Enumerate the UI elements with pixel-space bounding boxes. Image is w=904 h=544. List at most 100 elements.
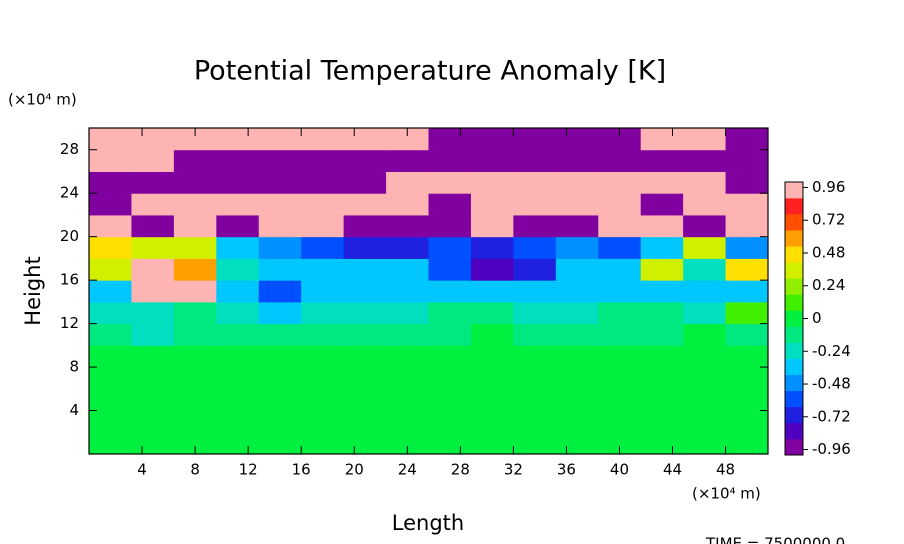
heat-cell bbox=[555, 432, 599, 455]
heat-cell bbox=[89, 214, 132, 238]
heat-cell bbox=[428, 214, 472, 238]
heat-cell bbox=[386, 345, 429, 368]
heat-cell bbox=[513, 236, 557, 259]
heat-cell bbox=[131, 193, 175, 216]
heat-cell bbox=[131, 171, 175, 194]
heat-cell bbox=[640, 193, 684, 216]
heat-cell bbox=[173, 410, 217, 433]
heat-cell bbox=[173, 280, 217, 303]
heat-cell bbox=[683, 323, 727, 346]
heat-cell bbox=[131, 410, 175, 433]
heat-cell bbox=[683, 345, 727, 368]
x-tick-label: 40 bbox=[610, 461, 629, 479]
heat-cell bbox=[683, 258, 727, 281]
heat-cell bbox=[89, 388, 132, 412]
heat-cell bbox=[131, 432, 175, 455]
heat-cell bbox=[470, 236, 514, 259]
y-tick-label: 12 bbox=[60, 314, 79, 332]
heat-cell bbox=[131, 236, 175, 259]
heat-cell bbox=[386, 128, 429, 151]
colorbar-swatch bbox=[785, 438, 803, 456]
heat-cell bbox=[598, 345, 642, 368]
colorbar-swatch bbox=[785, 310, 803, 327]
heat-cell bbox=[555, 214, 599, 238]
heat-cell bbox=[131, 128, 175, 151]
heat-cell bbox=[301, 410, 345, 433]
colorbar-tick-label: 0.24 bbox=[812, 276, 845, 294]
heat-cell bbox=[386, 149, 429, 172]
heat-cell bbox=[386, 432, 429, 455]
colorbar-swatch bbox=[785, 230, 803, 247]
heat-cell bbox=[258, 193, 302, 216]
heat-cell bbox=[216, 149, 260, 172]
y-tick-label: 16 bbox=[60, 271, 79, 289]
heat-cell bbox=[173, 149, 217, 172]
colorbar-swatch bbox=[785, 342, 803, 359]
heat-cell bbox=[343, 128, 387, 151]
heat-cell bbox=[216, 323, 260, 346]
heat-cell bbox=[216, 214, 260, 238]
heat-cell bbox=[683, 367, 727, 390]
heat-cell bbox=[258, 258, 302, 281]
heat-cell bbox=[725, 345, 769, 368]
heat-cell bbox=[343, 301, 387, 325]
heat-cell bbox=[470, 345, 514, 368]
x-tick-label: 4 bbox=[137, 461, 147, 479]
colorbar-tick-label: 0 bbox=[812, 309, 822, 327]
heat-cell bbox=[89, 367, 132, 390]
heat-cell bbox=[470, 410, 514, 433]
heat-cell bbox=[683, 128, 727, 151]
heat-cell bbox=[725, 301, 769, 325]
heat-cell bbox=[555, 236, 599, 259]
heat-cell bbox=[470, 432, 514, 455]
heat-cell bbox=[513, 367, 557, 390]
heat-cell bbox=[513, 149, 557, 172]
heat-cell bbox=[301, 388, 345, 412]
heat-cell bbox=[386, 367, 429, 390]
heat-cell bbox=[725, 323, 769, 346]
heat-cell bbox=[683, 410, 727, 433]
heat-cell bbox=[428, 280, 472, 303]
heat-cell bbox=[683, 432, 727, 455]
colorbar-tick-label: 0.96 bbox=[812, 178, 845, 196]
plot-frame bbox=[88, 127, 769, 455]
colorbar-swatch bbox=[785, 374, 803, 392]
heat-cell bbox=[683, 301, 727, 325]
heat-cell bbox=[513, 301, 557, 325]
heat-cell bbox=[513, 171, 557, 194]
heat-cell bbox=[598, 149, 642, 172]
heat-cell bbox=[513, 388, 557, 412]
heat-cell bbox=[640, 432, 684, 455]
heat-cell bbox=[470, 171, 514, 194]
heat-cell bbox=[343, 258, 387, 281]
colorbar-swatch bbox=[785, 262, 803, 279]
heat-cell bbox=[301, 236, 345, 259]
heat-cell bbox=[89, 236, 132, 259]
heat-cell bbox=[555, 193, 599, 216]
heat-cell bbox=[513, 193, 557, 216]
heat-cell bbox=[555, 149, 599, 172]
colorbar-swatch bbox=[785, 198, 803, 215]
colorbar-tick-label: 0.72 bbox=[812, 211, 845, 229]
heat-cell bbox=[470, 128, 514, 151]
heat-cell bbox=[513, 432, 557, 455]
colorbar-swatch bbox=[785, 326, 803, 343]
heat-cell bbox=[343, 323, 387, 346]
y-tick-label: 4 bbox=[69, 401, 79, 419]
colorbar-swatch bbox=[785, 358, 803, 376]
heat-cell bbox=[640, 258, 684, 281]
heat-cell bbox=[173, 367, 217, 390]
heat-cell bbox=[89, 149, 132, 172]
heat-cell bbox=[216, 128, 260, 151]
heat-cell bbox=[683, 214, 727, 238]
x-tick-label: 16 bbox=[292, 461, 311, 479]
heat-cell bbox=[89, 432, 132, 455]
heat-cell bbox=[131, 214, 175, 238]
heat-cell bbox=[343, 193, 387, 216]
heat-cell bbox=[258, 410, 302, 433]
colorbar-tick-label: -0.96 bbox=[812, 440, 851, 458]
heat-cell bbox=[470, 301, 514, 325]
heat-cell bbox=[683, 171, 727, 194]
heat-cell bbox=[598, 301, 642, 325]
heat-cell bbox=[258, 388, 302, 412]
